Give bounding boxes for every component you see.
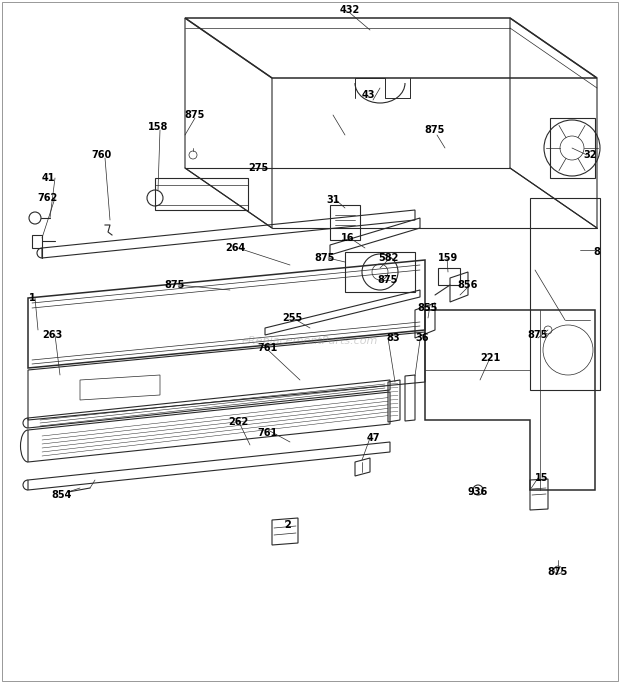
Text: 8: 8: [593, 247, 600, 257]
Text: 855: 855: [418, 303, 438, 313]
Text: 15: 15: [535, 473, 549, 483]
Text: 43: 43: [361, 90, 374, 100]
Text: 2: 2: [285, 520, 291, 530]
Text: 275: 275: [248, 163, 268, 173]
Text: 761: 761: [258, 428, 278, 438]
Text: 262: 262: [228, 417, 248, 427]
Text: 1: 1: [29, 293, 35, 303]
Text: 221: 221: [480, 353, 500, 363]
Text: 936: 936: [468, 487, 488, 497]
Text: 760: 760: [92, 150, 112, 160]
Text: 158: 158: [148, 122, 168, 132]
Text: 761: 761: [258, 343, 278, 353]
Text: 83: 83: [386, 333, 400, 343]
Text: 875: 875: [315, 253, 335, 263]
Text: 432: 432: [340, 5, 360, 15]
Text: 41: 41: [42, 173, 55, 183]
Text: 31: 31: [326, 195, 340, 205]
Text: 875: 875: [378, 275, 398, 285]
Text: 582: 582: [378, 253, 398, 263]
Text: 264: 264: [225, 243, 245, 253]
Text: 854: 854: [52, 490, 72, 500]
Text: 36: 36: [415, 333, 429, 343]
Text: 47: 47: [366, 433, 379, 443]
Text: 875: 875: [185, 110, 205, 120]
Text: 875: 875: [165, 280, 185, 290]
Text: 875: 875: [548, 567, 568, 577]
Text: 159: 159: [438, 253, 458, 263]
Text: 263: 263: [42, 330, 62, 340]
Text: eReplacementParts.com: eReplacementParts.com: [242, 337, 378, 346]
Text: 762: 762: [38, 193, 58, 203]
Text: 32: 32: [583, 150, 596, 160]
Text: 16: 16: [341, 233, 355, 243]
Text: 255: 255: [282, 313, 302, 323]
Text: 856: 856: [458, 280, 478, 290]
Text: 875: 875: [528, 330, 548, 340]
Text: 875: 875: [425, 125, 445, 135]
